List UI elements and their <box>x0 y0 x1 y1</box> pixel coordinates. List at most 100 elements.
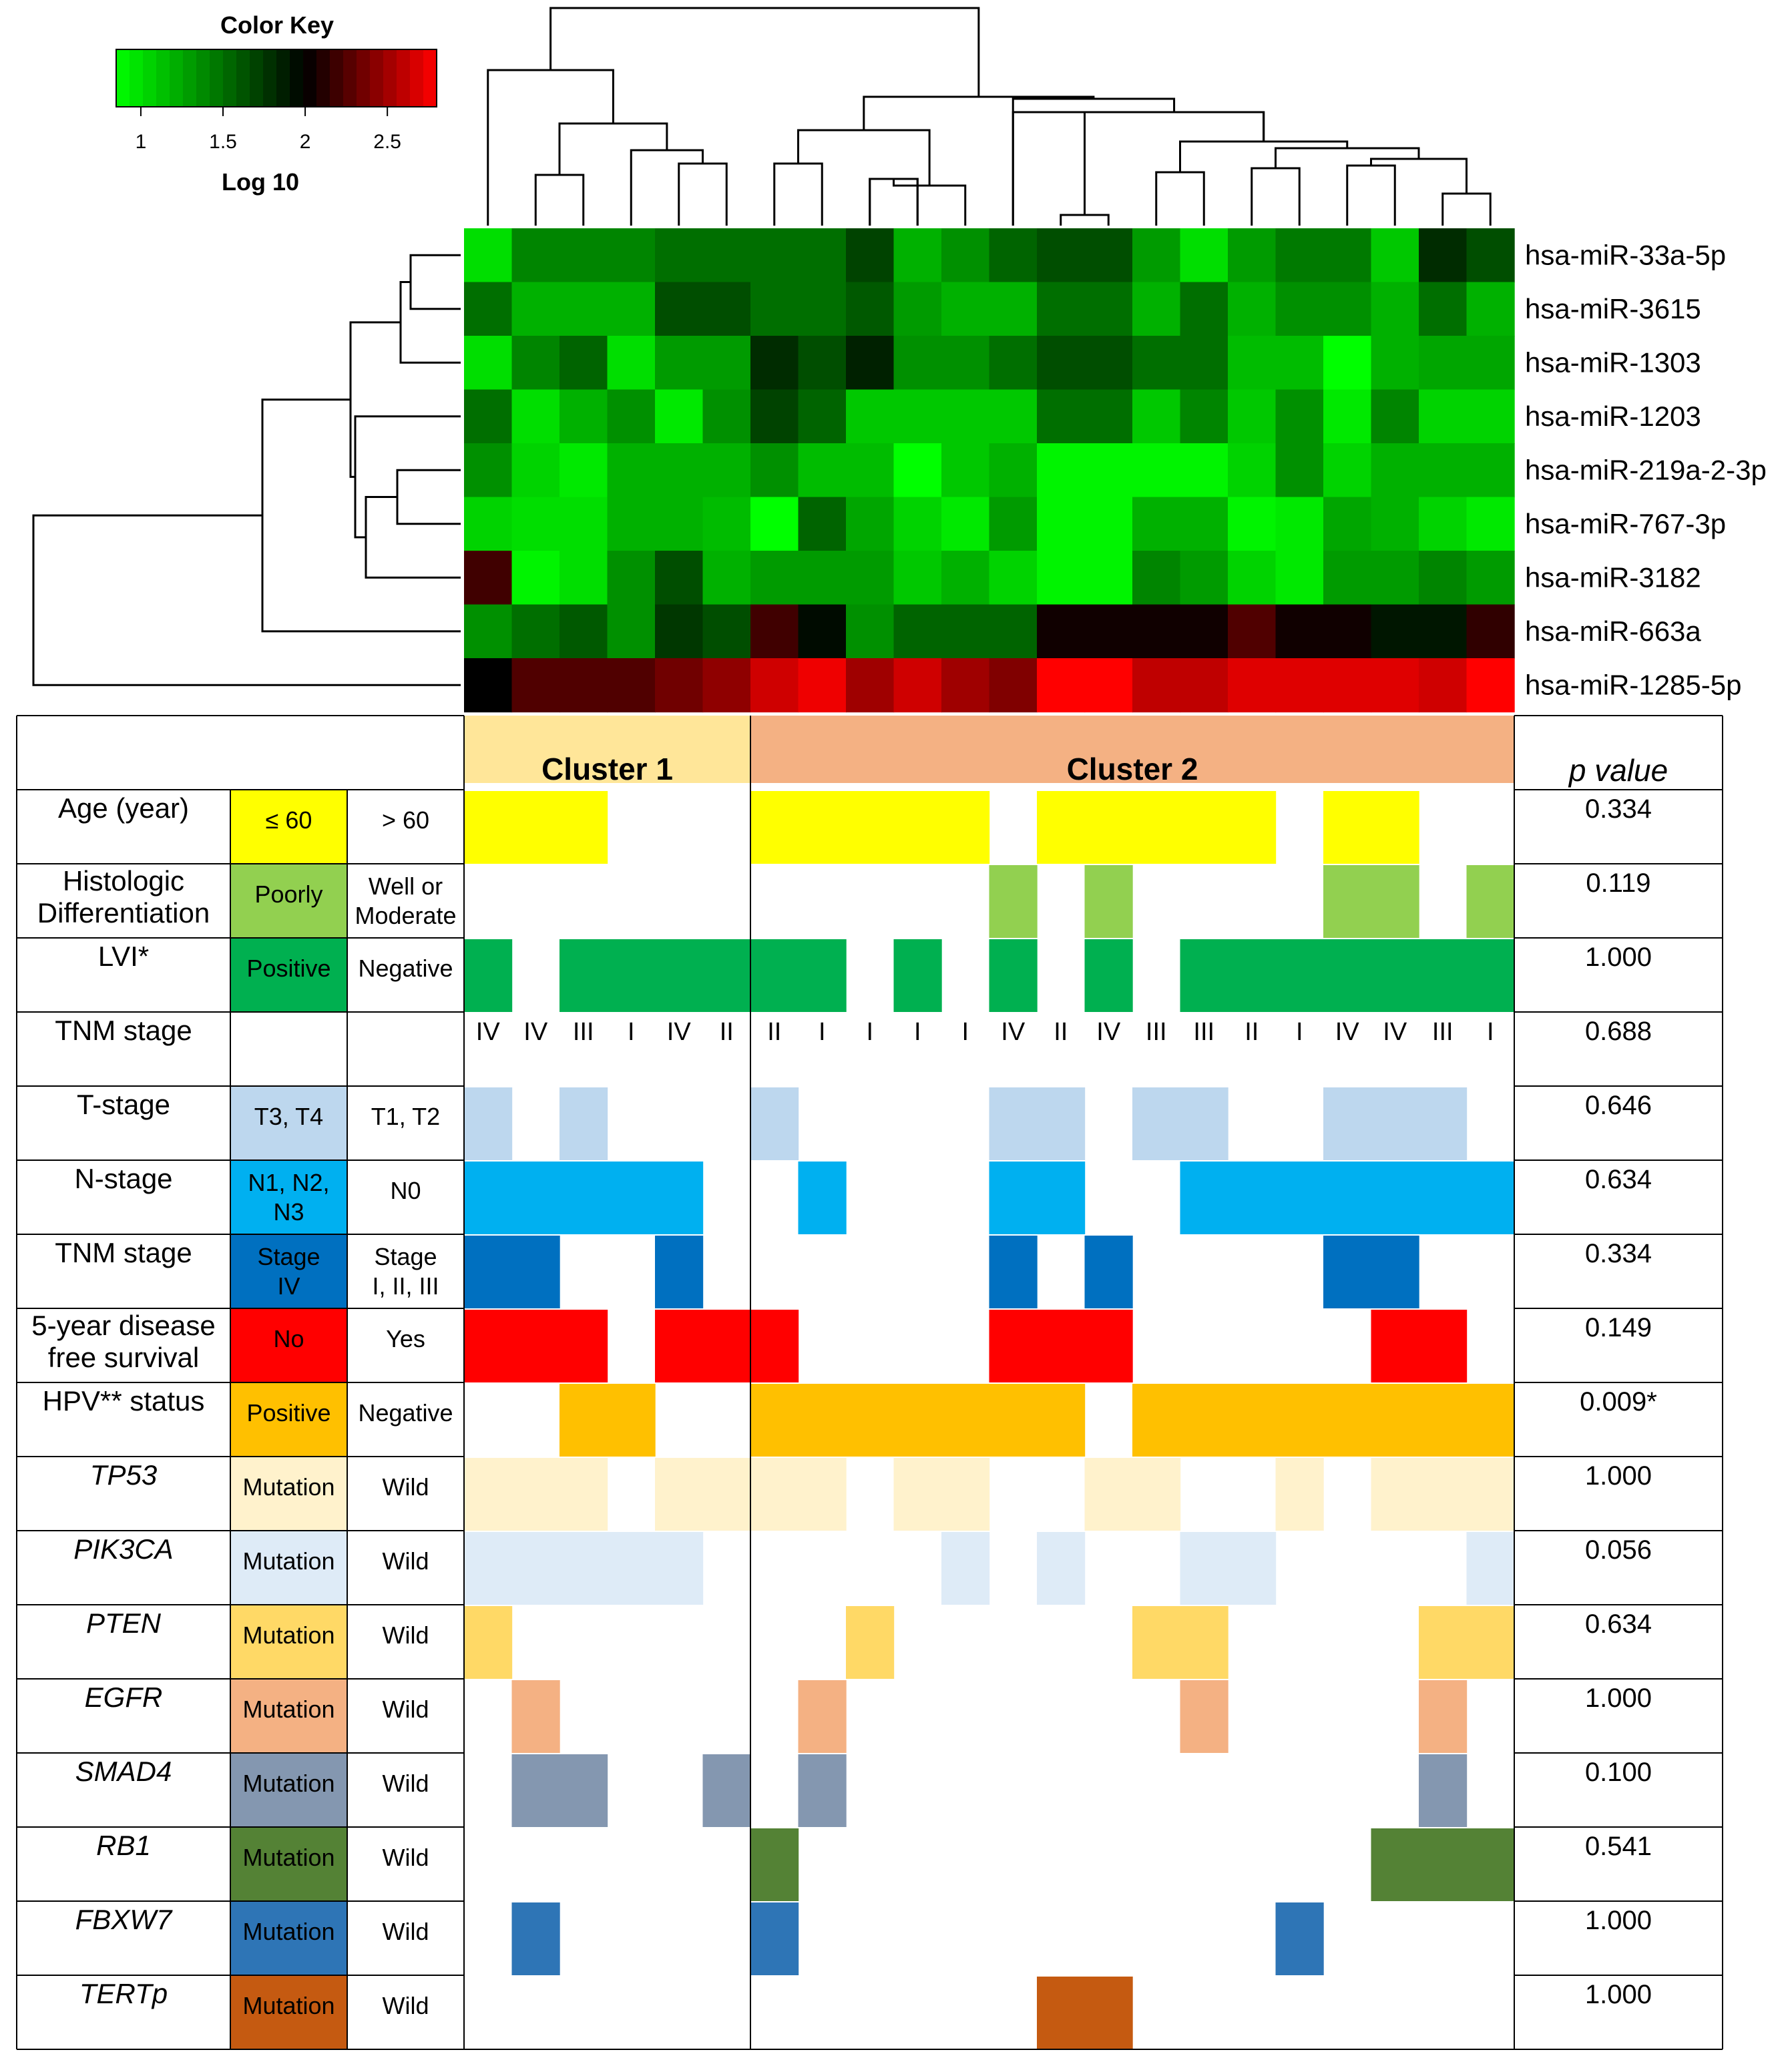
heatmap-cell <box>607 282 656 336</box>
heatmap-row-label: hsa-miR-1285-5p <box>1525 669 1741 700</box>
legend-negative-label: N0 <box>390 1177 421 1204</box>
heatmap-cell <box>1275 336 1324 391</box>
heatmap-cell <box>1419 336 1468 391</box>
row-dendrogram-branch <box>354 415 461 539</box>
p-value: 0.634 <box>1585 1609 1652 1639</box>
legend-negative-label: Stage I, II, III <box>372 1243 439 1300</box>
row-label-line: 5-year disease <box>31 1310 215 1341</box>
annotation-cell <box>1037 1310 1086 1382</box>
annotation-cell <box>559 1532 608 1605</box>
tnm-stage-label: IV <box>1096 1018 1121 1046</box>
color-key-axis-label: Log 10 <box>222 168 299 196</box>
heatmap-cell <box>893 228 942 283</box>
heatmap-cell <box>1466 658 1515 713</box>
legend-positive-label: Mutation <box>242 1844 334 1871</box>
annotation-cell <box>655 939 704 1012</box>
annotation-cell <box>1466 939 1515 1012</box>
heatmap-cell <box>1275 228 1324 283</box>
annotation-cell <box>1466 1828 1515 1901</box>
column-dendrogram-branch <box>1012 111 1265 226</box>
p-value: 0.541 <box>1585 1832 1652 1861</box>
heatmap-cell <box>798 497 847 551</box>
annotation-cell <box>655 1458 704 1531</box>
annotation-cell <box>1180 1087 1228 1160</box>
p-value: 0.100 <box>1585 1758 1652 1787</box>
color-key-band <box>223 49 237 107</box>
legend-positive-label: Mutation <box>242 1473 334 1501</box>
annotation-cell <box>1037 1162 1086 1234</box>
legend-negative-label: Well or Moderate <box>355 872 456 929</box>
heatmap-cell <box>1132 389 1181 444</box>
color-key-band <box>276 49 290 107</box>
heatmap-cell <box>1419 228 1468 283</box>
annotation-cell <box>1228 1384 1277 1457</box>
heatmap-cell <box>846 443 895 498</box>
annotation-cell <box>464 1310 513 1382</box>
heatmap-cell <box>1371 336 1419 391</box>
heatmap-cell <box>989 551 1038 605</box>
heatmap-cell <box>1084 336 1133 391</box>
annotation-cell <box>1275 939 1324 1012</box>
heatmap-cell <box>1084 658 1133 713</box>
heatmap-cell <box>750 443 799 498</box>
annotation-cell <box>1323 1162 1372 1234</box>
heatmap-cell <box>1180 604 1228 659</box>
annotation-cell <box>1037 791 1086 864</box>
annotation-cell <box>750 1458 799 1531</box>
row-label: FBXW7 <box>75 1904 173 1935</box>
legend-positive-label: Positive <box>246 1399 330 1427</box>
heatmap-cell <box>1228 228 1277 283</box>
heatmap-cell <box>1371 551 1419 605</box>
legend-swatch <box>230 1086 347 1160</box>
heatmap-cell <box>655 282 704 336</box>
annotation-cell <box>1180 791 1228 864</box>
legend-positive-label: ≤ 60 <box>266 806 312 834</box>
column-dendrogram-branch <box>1012 97 1176 226</box>
color-key-band <box>410 49 424 107</box>
heatmap-cell <box>846 336 895 391</box>
heatmap-cell <box>1132 443 1181 498</box>
annotation-cell <box>1037 1977 1086 2049</box>
heatmap-cell <box>511 604 560 659</box>
heatmap-cell <box>989 389 1038 444</box>
p-value: 1.000 <box>1585 1684 1652 1713</box>
annotation-cell <box>1371 1236 1419 1308</box>
heatmap-cell <box>941 551 990 605</box>
row-label: PIK3CA <box>73 1533 173 1565</box>
row-label-line: free survival <box>48 1342 199 1373</box>
color-key-band <box>170 49 184 107</box>
annotation-cell <box>559 1458 608 1531</box>
color-key-tick-label: 2.5 <box>373 131 401 153</box>
color-key-band <box>330 49 344 107</box>
legend-swatch <box>230 1975 347 2049</box>
annotation-cell <box>464 1162 513 1234</box>
heatmap-cell <box>1275 282 1324 336</box>
column-dendrogram-branch <box>1346 164 1396 226</box>
annotation-cell <box>1323 1087 1372 1160</box>
heatmap-cell <box>559 658 608 713</box>
annotation-cell <box>989 1162 1038 1234</box>
annotation-cell <box>1371 1162 1419 1234</box>
row-dendrogram-branch <box>261 399 461 633</box>
tnm-stage-label: IV <box>523 1018 548 1046</box>
heatmap-cell <box>1466 336 1515 391</box>
color-key-band <box>130 49 144 107</box>
tnm-stage-label: I <box>628 1018 635 1046</box>
heatmap-cell <box>1275 551 1324 605</box>
tnm-stage-label: IV <box>476 1018 501 1046</box>
annotation-cell <box>1275 1162 1324 1234</box>
heatmap-cell <box>798 336 847 391</box>
heatmap-cell <box>702 551 751 605</box>
row-label: PTEN <box>86 1607 162 1639</box>
heatmap-cell <box>655 389 704 444</box>
annotation-cell <box>1466 1384 1515 1457</box>
legend-positive-label: N1, N2, N3 <box>248 1169 329 1226</box>
legend-negative-label: Yes <box>386 1325 425 1352</box>
column-dendrogram-branch <box>630 149 704 226</box>
heatmap-cell <box>798 389 847 444</box>
annotation-cell <box>464 939 513 1012</box>
p-value: 0.688 <box>1585 1017 1652 1046</box>
heatmap-cell <box>511 228 560 283</box>
color-key-title: Color Key <box>220 11 334 39</box>
